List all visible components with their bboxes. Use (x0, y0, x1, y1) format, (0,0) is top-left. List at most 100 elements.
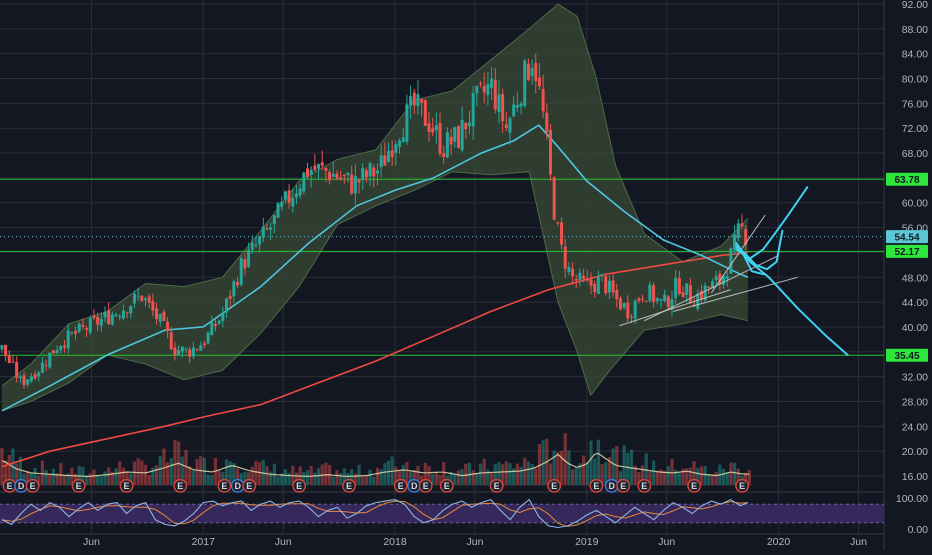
candle-body (309, 169, 313, 175)
earnings-marker[interactable]: E (119, 478, 134, 493)
earnings-marker[interactable]: E (71, 478, 86, 493)
candle-body (552, 177, 556, 220)
earnings-marker[interactable]: E (687, 478, 702, 493)
earnings-marker[interactable]: E (439, 478, 454, 493)
earnings-marker[interactable]: E (393, 478, 408, 493)
candle-body (144, 298, 148, 300)
volume-bar (331, 476, 335, 486)
earnings-marker[interactable]: E (418, 478, 433, 493)
candle-body (383, 155, 387, 166)
volume-bar (504, 461, 508, 486)
volume-bar (493, 464, 497, 486)
earnings-marker[interactable]: E (547, 478, 562, 493)
projection-curves[interactable] (735, 186, 849, 356)
candle-body (232, 281, 236, 297)
candle-body (33, 374, 37, 379)
candle-body (471, 92, 475, 127)
volume-bar (335, 470, 339, 486)
earnings-marker[interactable]: E (637, 478, 652, 493)
candle-body (0, 345, 4, 350)
volume-bar (663, 471, 667, 486)
candle-body (512, 104, 516, 117)
volume-bar (394, 466, 398, 486)
marker-circle (735, 478, 749, 493)
volume-bar (258, 462, 262, 486)
volume-bar (294, 472, 299, 486)
marker-circle (637, 478, 652, 493)
candle-body (703, 285, 707, 300)
candle-body (629, 316, 633, 318)
earnings-marker[interactable]: E (342, 478, 356, 493)
earnings-marker[interactable]: E (173, 478, 188, 493)
price-tick-label: 48.00 (902, 272, 928, 284)
horizontal-levels[interactable] (0, 178, 884, 356)
candle-body (206, 332, 210, 344)
volume-bar (372, 476, 376, 486)
trendline[interactable] (710, 214, 766, 294)
dividend-marker[interactable]: D (407, 478, 422, 493)
candle-body (688, 285, 692, 304)
projection-curve[interactable] (735, 242, 849, 356)
marker-label: D (18, 481, 25, 491)
dividend-marker[interactable]: D (604, 478, 619, 493)
candle-body (213, 323, 217, 327)
earnings-marker[interactable]: E (2, 478, 17, 493)
dividend-marker[interactable]: D (14, 478, 28, 493)
marker-label: E (221, 481, 227, 491)
earnings-marker[interactable]: E (489, 478, 504, 493)
earnings-marker[interactable]: E (735, 478, 749, 493)
candle-body (526, 63, 530, 81)
candle-body (250, 242, 254, 250)
candle-body (217, 320, 221, 324)
candle-body (357, 179, 361, 183)
candle-body (593, 283, 597, 292)
projection-curve[interactable] (735, 245, 765, 276)
ma-fast-line (1, 124, 749, 412)
earnings-marker[interactable]: E (292, 478, 307, 493)
dividend-marker[interactable]: D (230, 478, 245, 493)
projection-curve[interactable] (743, 229, 784, 271)
candle-body (173, 347, 177, 355)
candle-body (110, 314, 114, 325)
candle-body (195, 349, 199, 351)
marker-label: E (593, 481, 599, 491)
candle-body (729, 248, 733, 274)
earnings-marker[interactable]: E (25, 478, 40, 493)
candle-body (37, 372, 41, 377)
candle-body (4, 344, 8, 357)
candle-body (291, 197, 295, 207)
candle-body (114, 314, 118, 316)
candle-body (560, 222, 564, 245)
volume-bar (103, 471, 107, 486)
earnings-marker[interactable]: E (217, 478, 232, 493)
volume-bar (438, 475, 442, 486)
candle-body (486, 83, 490, 96)
trendline[interactable] (619, 289, 731, 327)
volume-bar (26, 471, 30, 486)
volume-bar (449, 471, 453, 486)
badge-background (886, 348, 928, 362)
volume-bar (125, 471, 129, 486)
candle-body (328, 172, 332, 181)
candle-body (88, 317, 92, 333)
price-tick-label: 40.00 (902, 322, 928, 334)
volume-bar (350, 469, 354, 486)
volume-bar (611, 448, 615, 486)
candle-body (254, 244, 258, 246)
volume-bar (703, 465, 707, 486)
earnings-marker[interactable]: E (616, 478, 631, 493)
earnings-marker[interactable]: E (242, 478, 257, 493)
candle-body (372, 167, 376, 177)
level-badge: 63.78 (886, 172, 928, 186)
candle-body (659, 299, 663, 301)
earnings-marker[interactable]: E (589, 478, 604, 493)
volume-bar (305, 470, 310, 486)
candle-body (585, 278, 589, 281)
candle-body (221, 313, 225, 322)
marker-circle (418, 478, 433, 493)
candle-body (405, 104, 409, 142)
trendline[interactable] (672, 276, 798, 312)
